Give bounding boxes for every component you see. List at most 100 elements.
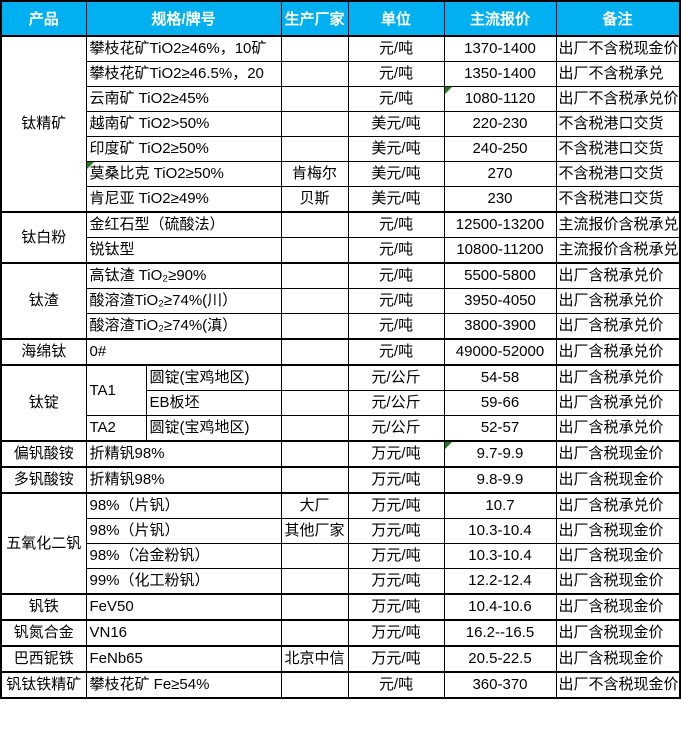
spec-cell: 锐钛型 (85, 237, 282, 264)
table-row: 云南矿 TiO2≥45% 元/吨 1080-1120 出厂不含税承兑价 (1, 86, 681, 112)
note-cell: 出厂含税承兑价 (555, 390, 681, 416)
unit-cell: 元/吨 (347, 35, 445, 62)
table-row: 印度矿 TiO2≥50% 美元/吨 240-250 不含税港口交货 (1, 136, 681, 162)
spec-cell: FeNb65 (85, 645, 282, 673)
spec-cell: 金红石型（硫酸法） (85, 211, 282, 238)
manufacturer-cell (280, 671, 349, 699)
unit-cell: 万元/吨 (347, 568, 445, 595)
spec-cell: 圆锭(宝鸡地区) (145, 364, 282, 391)
table-row: 钛锭 TA1 圆锭(宝鸡地区) 元/公斤 54-58 出厂含税承兑价 (0, 364, 681, 442)
column-header: 备注 (555, 0, 681, 37)
price-cell: 270 (443, 161, 557, 187)
spec-cell: 高钛渣 TiO₂≥90% (85, 262, 282, 289)
table-row: 酸溶渣TiO₂≥74%(川） 元/吨 3950-4050 出厂含税承兑价 (1, 288, 681, 314)
price-cell: 10.4-10.6 (443, 593, 557, 621)
unit-cell: 元/吨 (347, 237, 445, 264)
table-row: 巴西铌铁 FeNb65 北京中信 万元/吨 20.5-22.5 出厂含税现金价 (0, 645, 681, 673)
manufacturer-cell (280, 593, 349, 621)
note-cell: 主流报价含税承兑 (555, 237, 681, 264)
manufacturer-cell: 北京中信 (280, 645, 349, 673)
note-cell: 出厂含税现金价 (555, 440, 681, 468)
manufacturer-cell (280, 440, 349, 468)
price-cell: 3950-4050 (443, 288, 557, 314)
column-header: 主流报价 (443, 0, 557, 37)
price-cell: 1350-1400 (443, 61, 557, 87)
table-row: 五氧化二钒 98%（片钒） 大厂 万元/吨 10.7 出厂含税承兑价 (0, 492, 681, 595)
product-cell: 钛精矿 (0, 35, 87, 213)
spec-cell: 云南矿 TiO2≥45% (85, 86, 282, 112)
product-cell: 巴西铌铁 (0, 645, 87, 673)
manufacturer-cell (280, 111, 349, 137)
spec-cell: 圆锭(宝鸡地区) (145, 415, 282, 442)
spec-cell: 莫桑比克 TiO2≥50% (85, 161, 282, 187)
price-table-container: 产品 规格/牌号 生产厂家 单位 主流报价 备注 钛精矿 攀枝花矿TiO2≥46%，10矿元… (0, 0, 681, 699)
price-cell: 52-57 (443, 415, 557, 442)
grade-cell: TA2 (85, 415, 147, 442)
column-header: 规格/牌号 (85, 0, 282, 37)
spec-cell: 酸溶渣TiO₂≥74%(滇） (85, 313, 282, 340)
spec-cell: EB板坯 (145, 390, 282, 416)
manufacturer-cell: 肯梅尔 (280, 161, 349, 187)
manufacturer-cell: 贝斯 (280, 186, 349, 213)
unit-cell: 万元/吨 (347, 593, 445, 621)
table-row: 钛精矿 攀枝花矿TiO2≥46%，10矿 元/吨 1370-1400 出厂不含税现金价 (0, 35, 681, 213)
manufacturer-cell (280, 61, 349, 87)
unit-cell: 元/吨 (347, 338, 445, 366)
note-cell: 出厂含税承兑价 (555, 338, 681, 366)
price-cell: 10.7 (443, 492, 557, 519)
manufacturer-cell (280, 338, 349, 366)
product-cell: 钒氮合金 (0, 619, 87, 647)
price-cell: 16.2--16.5 (443, 619, 557, 647)
price-cell: 20.5-22.5 (443, 645, 557, 673)
unit-cell: 美元/吨 (347, 161, 445, 187)
price-cell: 3800-3900 (443, 313, 557, 340)
manufacturer-cell (280, 262, 349, 289)
spec-cell: 折精钒98% (85, 440, 282, 468)
table-row: 钒钛铁精矿 攀枝花矿 Fe≥54% 元/吨 360-370 出厂不含税现金价 (0, 671, 681, 699)
price-cell: 5500-5800 (443, 262, 557, 289)
note-cell: 出厂含税现金价 (555, 593, 681, 621)
table-row: 98%（冶金粉钒） 万元/吨 10.3-10.4 出厂含税现金价 (1, 543, 681, 569)
table-row: 海绵钛 0# 元/吨 49000-52000 出厂含税承兑价 (0, 338, 681, 366)
price-cell: 1080-1120 (443, 86, 557, 112)
manufacturer-cell: 大厂 (280, 492, 349, 519)
price-cell: 360-370 (443, 671, 557, 699)
unit-cell: 元/吨 (347, 288, 445, 314)
table-row: 越南矿 TiO2>50% 美元/吨 220-230 不含税港口交货 (1, 111, 681, 137)
cell-comment-marker-icon (445, 443, 452, 449)
note-cell: 出厂含税现金价 (555, 645, 681, 673)
note-cell: 出厂含税现金价 (555, 518, 681, 544)
spec-cell: 印度矿 TiO2≥50% (85, 136, 282, 162)
table-row: 钛白粉 金红石型（硫酸法） 元/吨 12500-13200 主流报价含税承兑 (0, 211, 681, 264)
note-cell: 出厂含税现金价 (555, 466, 681, 494)
price-cell: 59-66 (443, 390, 557, 416)
spec-cell: 肯尼亚 TiO2≥49% (85, 186, 282, 213)
price-cell: 12.2-12.4 (443, 568, 557, 595)
note-cell: 出厂含税承兑价 (555, 288, 681, 314)
unit-cell: 元/吨 (347, 262, 445, 289)
note-cell: 出厂不含税现金价 (555, 671, 681, 699)
price-cell: 12500-13200 (443, 211, 557, 238)
note-cell: 出厂含税现金价 (555, 543, 681, 569)
unit-cell: 元/公斤 (347, 415, 445, 442)
manufacturer-cell (280, 568, 349, 595)
note-cell: 出厂不含税承兑价 (555, 86, 681, 112)
price-cell: 54-58 (443, 364, 557, 391)
note-cell: 出厂不含税承兑 (555, 61, 681, 87)
product-cell: 钛白粉 (0, 211, 87, 264)
spec-cell: VN16 (85, 619, 282, 647)
product-cell: 钛锭 (0, 364, 87, 442)
spec-cell: 越南矿 TiO2>50% (85, 111, 282, 137)
unit-cell: 美元/吨 (347, 111, 445, 137)
price-cell: 230 (443, 186, 557, 213)
unit-cell: 元/吨 (347, 86, 445, 112)
product-cell: 钛渣 (0, 262, 87, 340)
note-cell: 出厂含税承兑价 (555, 364, 681, 391)
table-row: 多钒酸铵 折精钒98% 万元/吨 9.8-9.9 出厂含税现金价 (0, 466, 681, 494)
manufacturer-cell (280, 415, 349, 442)
cell-comment-marker-icon (87, 162, 94, 169)
manufacturer-cell (280, 313, 349, 340)
table-row: 酸溶渣TiO₂≥74%(滇） 元/吨 3800-3900 出厂含税承兑价 (1, 313, 681, 340)
spec-cell: 98%（片钒） (85, 518, 282, 544)
price-cell: 10.3-10.4 (443, 543, 557, 569)
